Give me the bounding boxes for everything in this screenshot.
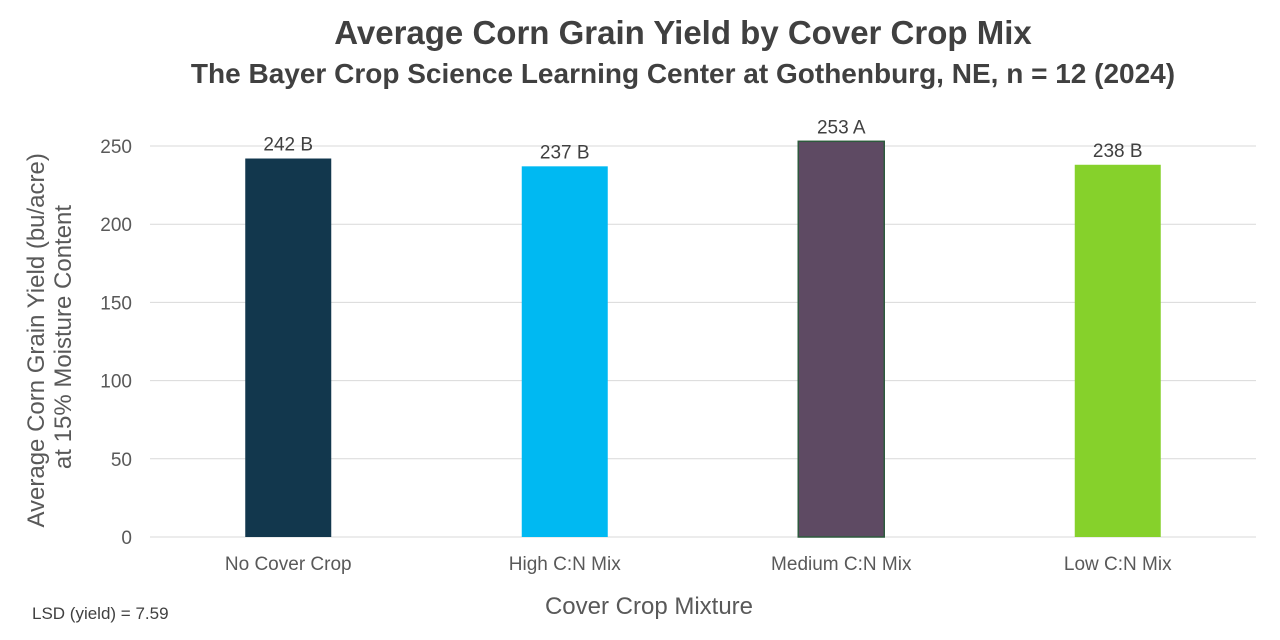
data-label: 242 B (263, 135, 313, 156)
bar-no-cover-crop (245, 158, 332, 537)
y-tick-label: 50 (111, 450, 132, 471)
bar-low-c-n-mix (1074, 164, 1161, 537)
data-label: 237 B (540, 142, 590, 163)
x-tick-label: No Cover Crop (225, 554, 352, 575)
y-tick-label: 0 (121, 528, 132, 549)
lsd-note: LSD (yield) = 7.59 (32, 604, 169, 623)
y-axis-title-line-1: Average Corn Grain Yield (bu/acre) (23, 153, 50, 527)
chart-subtitle: The Bayer Crop Science Learning Center a… (190, 58, 1176, 89)
x-tick-label: Medium C:N Mix (771, 554, 912, 575)
chart-title: Average Corn Grain Yield by Cover Crop M… (334, 14, 1032, 51)
data-label: 238 B (1093, 141, 1143, 162)
y-tick-label: 150 (100, 293, 132, 314)
y-axis-title-line-2: at 15% Moisture Content (50, 205, 77, 469)
y-tick-label: 200 (100, 215, 132, 236)
x-tick-labels: No Cover Crop High C:N Mix Medium C:N Mix L… (225, 554, 1172, 575)
bars (245, 140, 1161, 538)
gridlines (150, 145, 1256, 538)
x-tick-label: Low C:N Mix (1064, 554, 1172, 575)
y-tick-label: 250 (100, 137, 132, 158)
data-labels: 242 B 237 B 253 A 238 B (263, 117, 1142, 163)
data-label: 253 A (817, 117, 866, 138)
bar-high-c-n-mix (521, 166, 608, 537)
x-tick-label: High C:N Mix (509, 554, 621, 575)
x-axis-title: Cover Crop Mixture (545, 593, 753, 620)
y-tick-labels: 0 50 100 150 200 250 (100, 137, 132, 549)
bar-medium-c-n-mix (797, 140, 885, 538)
y-axis-title: Average Corn Grain Yield (bu/acre) at 15… (23, 146, 77, 527)
y-tick-label: 100 (100, 372, 132, 393)
